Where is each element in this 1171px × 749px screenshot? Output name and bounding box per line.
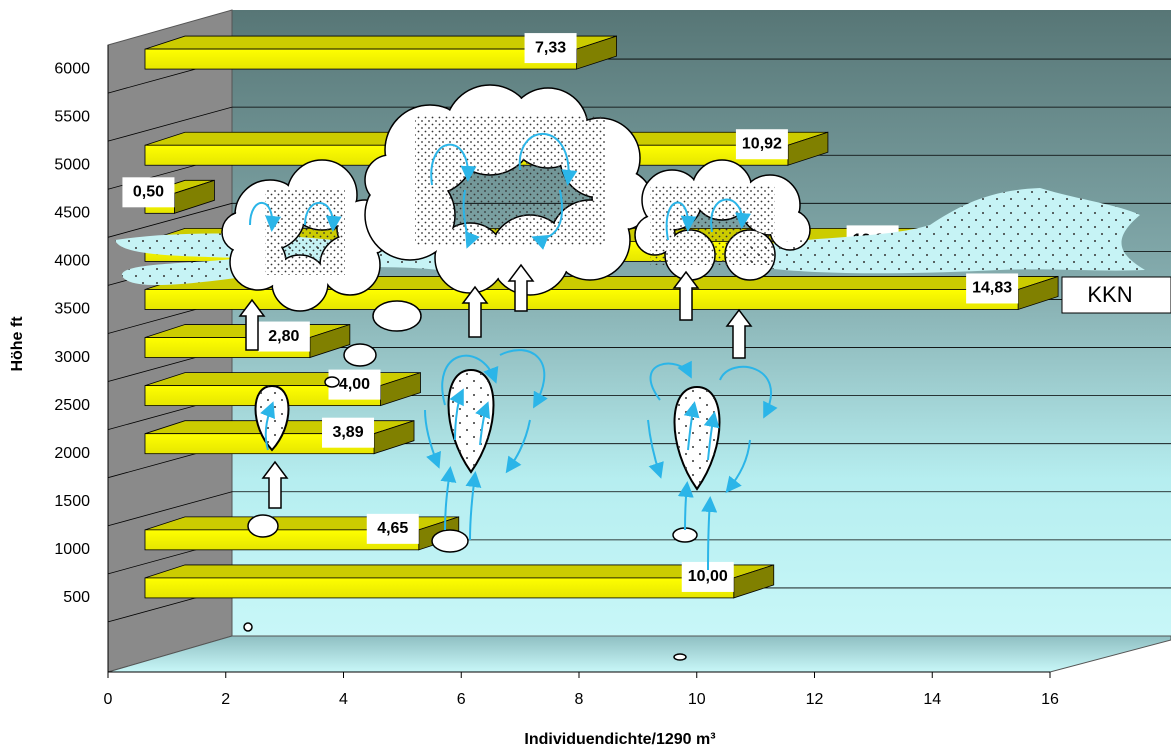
bar: 3,89 [144, 417, 415, 455]
bar: 4,65 [144, 513, 460, 551]
y-tick-label: 1500 [54, 493, 90, 510]
value-label: 10,92 [742, 135, 782, 152]
x-tick-label: 0 [104, 691, 113, 708]
bar-front [144, 48, 577, 70]
y-axis-title: Höhe ft [9, 316, 26, 372]
x-tick-label: 10 [688, 691, 706, 708]
y-tick-label: 3000 [54, 349, 90, 366]
value-label: 14,83 [972, 280, 1012, 297]
x-tick-label: 6 [457, 691, 466, 708]
value-label-box [122, 177, 175, 208]
y-tick-label: 500 [63, 589, 90, 606]
value-label-box [524, 33, 577, 64]
annotation-box [1061, 276, 1171, 314]
value-label: 3,89 [332, 424, 363, 441]
grid-line [107, 491, 1171, 527]
bar: 7,33 [144, 33, 617, 70]
x-tick-label: 8 [575, 691, 584, 708]
x-tick-label: 14 [923, 691, 941, 708]
value-label: 7,33 [535, 39, 566, 56]
y-tick-label: 2000 [54, 445, 90, 462]
value-label: 0,50 [133, 184, 164, 201]
x-tick-label: 12 [806, 691, 824, 708]
grid-line [107, 202, 1171, 238]
x-tick-label: 16 [1041, 691, 1059, 708]
illustration: KKN [115, 84, 1171, 661]
y-tick-label: 5000 [54, 156, 90, 173]
bar: 2,80 [144, 321, 351, 359]
cloud-left [221, 159, 394, 312]
y-tick-label: 1000 [54, 541, 90, 558]
annotation: KKN [1087, 282, 1132, 307]
bar: 0,50 [122, 177, 215, 214]
y-tick-label: 2500 [54, 397, 90, 414]
y-tick-label: 5500 [54, 108, 90, 125]
value-label-box [257, 321, 310, 352]
x-tick-label: 2 [221, 691, 230, 708]
x-axis-title: Individuendichte/1290 m³ [524, 731, 715, 748]
up-arrows [238, 263, 753, 509]
bar: 10,00 [144, 561, 775, 599]
bubbles [243, 300, 698, 661]
value-label-box [735, 129, 788, 160]
fog-dots [735, 188, 1145, 274]
grid-line [107, 106, 1171, 142]
value-label: 4,00 [339, 376, 370, 393]
y-tick-label: 3500 [54, 301, 90, 318]
y-tick-label: 4500 [54, 205, 90, 222]
value-label: 4,65 [377, 520, 408, 537]
floor [107, 635, 1171, 673]
value-label: 10,00 [688, 568, 728, 585]
circulation-arrows [249, 133, 778, 571]
x-tick-label: 4 [339, 691, 348, 708]
y-tick-label: 4000 [54, 253, 90, 270]
value-label-box [322, 417, 375, 448]
y-tick-label: 6000 [54, 60, 90, 77]
value-label-box [966, 273, 1019, 304]
bar-front [144, 577, 735, 599]
bar-top [144, 564, 774, 579]
value-label-box [366, 513, 419, 544]
value-label: 2,80 [268, 328, 299, 345]
